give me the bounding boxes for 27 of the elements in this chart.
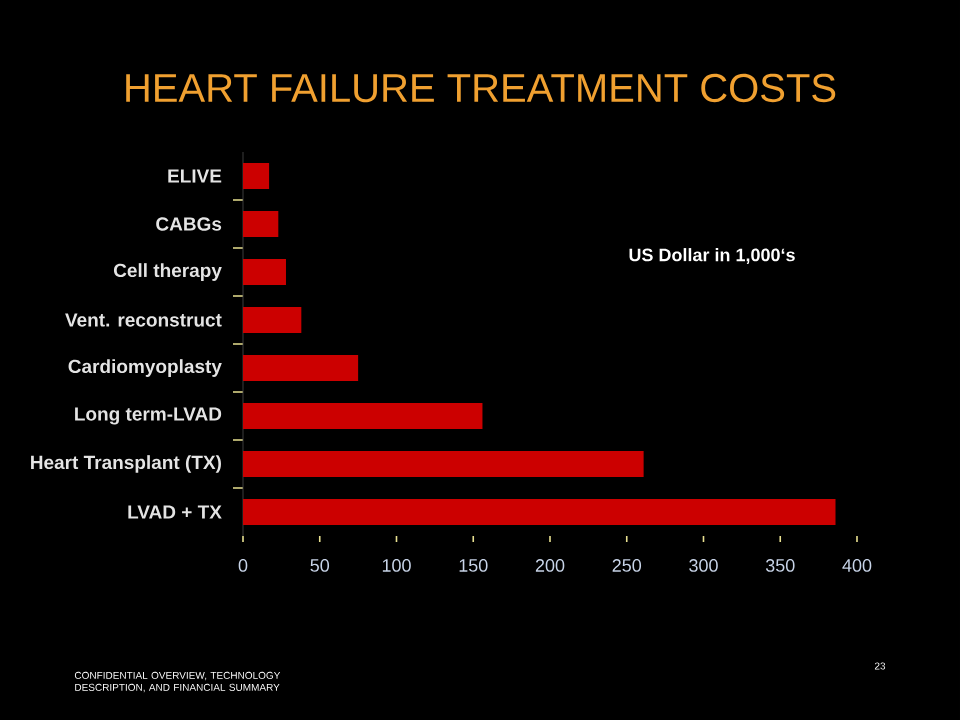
- y-tick-label: CABGs: [156, 217, 222, 231]
- x-tick-label: 100: [382, 559, 411, 572]
- x-tick-label: 400: [842, 559, 872, 572]
- x-tick-label: 0: [238, 559, 248, 572]
- x-tick-label: 200: [535, 559, 565, 572]
- y-tick-label: Cell therapy: [113, 263, 222, 281]
- bar: [243, 307, 302, 334]
- bar: [243, 451, 644, 478]
- bar: [243, 355, 359, 382]
- x-tick-label: 50: [310, 559, 330, 572]
- annotation: US Dollar in 1,000‘s: [629, 248, 795, 264]
- y-tick-label: ELIVE: [168, 169, 222, 183]
- y-tick-label: LVAD + TX: [128, 505, 222, 519]
- y-tick-label: Heart Transplant (TX): [31, 455, 221, 473]
- bar: [243, 211, 279, 238]
- y-tick-label: Vent. reconstruct: [65, 313, 222, 327]
- chart-title: HEART FAILURE TREATMENT COSTS: [126, 73, 836, 103]
- bar: [243, 163, 270, 190]
- y-tick-label: Cardiomyoplasty: [68, 359, 222, 377]
- bar: [243, 259, 286, 286]
- x-tick-label: 350: [765, 559, 795, 572]
- x-tick-label: 250: [612, 559, 642, 572]
- y-tick-label: Long term-LVAD: [75, 407, 222, 425]
- x-tick-label: 150: [459, 559, 488, 572]
- bar: [243, 499, 836, 526]
- x-tick-label: 300: [689, 559, 718, 572]
- bar: [243, 403, 483, 430]
